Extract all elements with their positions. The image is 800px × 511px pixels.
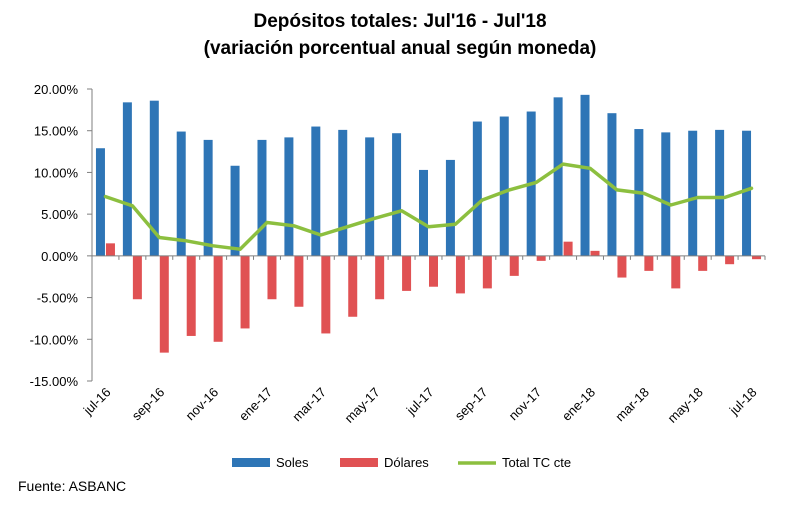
source-note: Fuente: ASBANC bbox=[18, 478, 127, 494]
legend-swatch-soles bbox=[232, 458, 270, 467]
bar-dolares bbox=[321, 255, 331, 334]
bar-dolares bbox=[213, 255, 223, 342]
bar-soles bbox=[419, 169, 428, 256]
bar-dolares bbox=[402, 255, 412, 291]
bar-soles bbox=[95, 148, 105, 256]
x-tick-label: mar-17 bbox=[289, 385, 329, 425]
x-axis: jul-16 sep-16 nov-16 ene-17 mar-17 may-17 jul-… bbox=[80, 255, 766, 426]
bar-dolares bbox=[509, 255, 519, 276]
chart-title: Depósitos totales: Jul'16 - Jul'18 bbox=[253, 11, 547, 32]
y-tick-label: -5.00% bbox=[37, 291, 79, 306]
x-tick-label: may-18 bbox=[665, 385, 706, 426]
y-axis: 20.00% 15.00% 10.00% 5.00% 0.00% -5.00% -10.00… bbox=[30, 82, 93, 389]
bar-soles bbox=[580, 94, 590, 256]
bar-dolares bbox=[482, 255, 492, 289]
bar-soles bbox=[176, 131, 186, 256]
y-tick-label: 0.00% bbox=[41, 249, 78, 264]
bar-soles bbox=[365, 137, 375, 256]
bar-dolares bbox=[590, 250, 600, 256]
bar-dolares bbox=[617, 255, 627, 278]
x-tick-label: nov-16 bbox=[183, 385, 222, 424]
bar-soles bbox=[149, 100, 159, 256]
bar-soles bbox=[230, 165, 240, 256]
legend: Soles Dólares Total TC cte bbox=[232, 455, 571, 470]
x-tick-label: jul-16 bbox=[80, 385, 114, 419]
bar-dolares bbox=[429, 255, 438, 287]
x-tick-label: jul-17 bbox=[403, 385, 437, 419]
bar-dolares bbox=[536, 255, 546, 261]
x-tick-label: mar-18 bbox=[612, 385, 652, 425]
bar-soles bbox=[661, 132, 671, 256]
y-tick-label: 15.00% bbox=[34, 124, 79, 139]
bar-dolares bbox=[348, 255, 358, 317]
bar-soles bbox=[499, 116, 509, 256]
bar-soles bbox=[122, 102, 132, 256]
bar-soles bbox=[742, 130, 752, 256]
bar-soles bbox=[392, 133, 402, 256]
bars bbox=[95, 94, 762, 353]
bar-soles bbox=[553, 97, 563, 256]
x-tick-label: may-17 bbox=[342, 385, 383, 426]
bar-dolares bbox=[294, 255, 304, 307]
bar-dolares bbox=[105, 243, 115, 256]
bar-dolares bbox=[698, 255, 708, 271]
bar-soles bbox=[715, 129, 725, 256]
bar-soles bbox=[311, 126, 321, 256]
bar-dolares bbox=[267, 255, 277, 300]
x-tick-label: ene-17 bbox=[236, 385, 275, 424]
x-tick-label: ene-18 bbox=[559, 385, 598, 424]
legend-label-total: Total TC cte bbox=[502, 455, 571, 470]
bar-soles bbox=[445, 159, 455, 256]
bar-dolares bbox=[563, 241, 573, 256]
y-tick-label: 5.00% bbox=[41, 207, 78, 222]
y-tick-label: -10.00% bbox=[30, 332, 79, 347]
bar-dolares bbox=[644, 255, 654, 271]
legend-swatch-dolares bbox=[340, 458, 378, 467]
bar-dolares bbox=[132, 255, 142, 300]
bar-soles bbox=[338, 129, 348, 256]
bar-dolares bbox=[159, 255, 169, 353]
bar-dolares bbox=[752, 255, 762, 260]
legend-label-soles: Soles bbox=[276, 455, 309, 470]
bar-dolares bbox=[725, 255, 735, 265]
bar-soles bbox=[472, 121, 482, 256]
x-tick-label: sep-16 bbox=[129, 385, 168, 424]
bar-dolares bbox=[455, 255, 465, 294]
y-tick-label: 10.00% bbox=[34, 165, 79, 180]
x-tick-label: nov-17 bbox=[506, 385, 545, 424]
bar-dolares bbox=[671, 255, 681, 289]
x-tick-label: sep-17 bbox=[452, 385, 491, 424]
x-tick-label: jul-18 bbox=[726, 385, 760, 419]
series-line-total bbox=[103, 162, 754, 251]
bar-soles bbox=[284, 137, 294, 256]
total-line bbox=[103, 162, 754, 251]
bar-dolares bbox=[375, 255, 385, 300]
bar-soles bbox=[203, 139, 213, 256]
y-tick-label: 20.00% bbox=[34, 82, 79, 97]
legend-label-dolares: Dólares bbox=[384, 455, 429, 470]
bar-dolares bbox=[240, 255, 250, 329]
bar-dolares bbox=[186, 255, 196, 336]
y-tick-label: -15.00% bbox=[30, 374, 79, 389]
chart-subtitle: (variación porcentual anual según moneda… bbox=[203, 38, 597, 59]
bar-soles bbox=[688, 130, 698, 256]
bar-soles bbox=[257, 139, 267, 256]
